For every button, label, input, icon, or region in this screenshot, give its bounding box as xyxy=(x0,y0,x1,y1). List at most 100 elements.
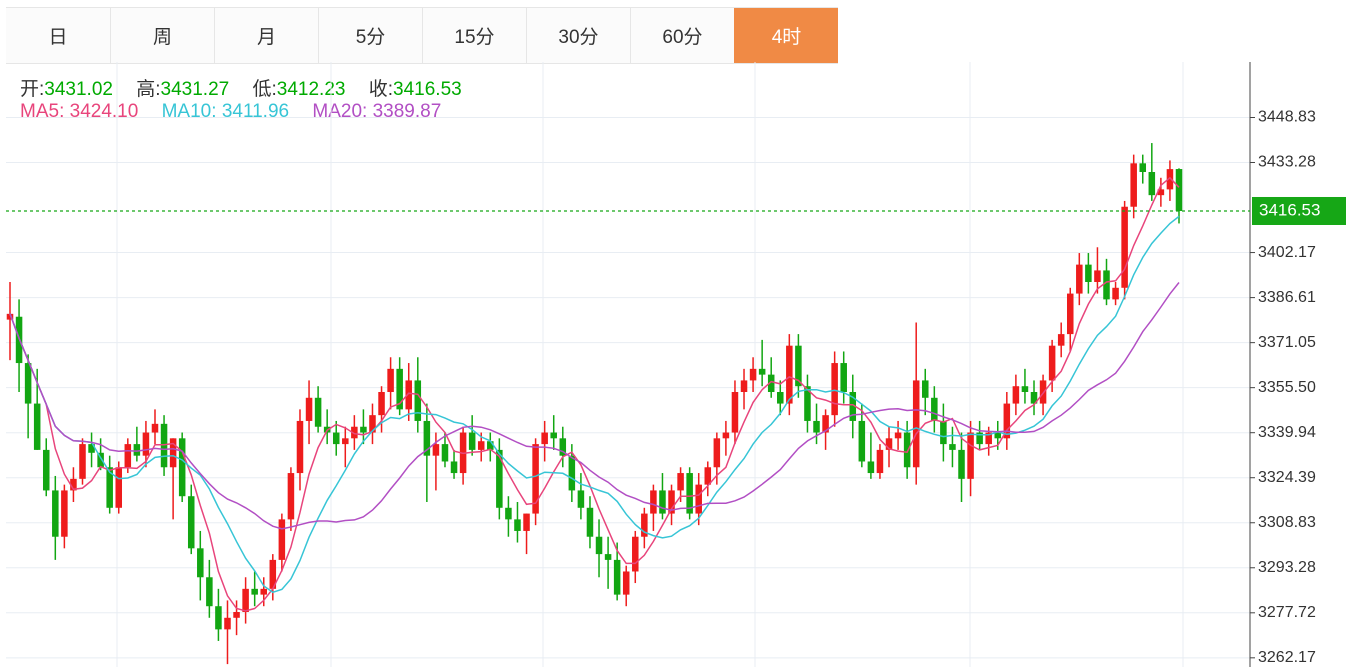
y-tick-label-5: 3371.05 xyxy=(1258,334,1316,351)
candle-body-103 xyxy=(940,420,947,445)
candle-body-10 xyxy=(97,452,104,468)
candle-body-104 xyxy=(949,444,956,450)
tab-7[interactable]: 4时 xyxy=(734,8,838,63)
candle-body-96 xyxy=(876,449,884,474)
candle-body-59 xyxy=(541,432,548,445)
candle-body-80 xyxy=(731,392,739,433)
tab-3[interactable]: 5分 xyxy=(318,8,422,63)
candle-body-15 xyxy=(142,432,150,456)
candle-body-20 xyxy=(187,496,195,549)
candle-body-91 xyxy=(831,363,838,416)
candle-body-76 xyxy=(695,484,702,514)
candle-body-38 xyxy=(351,426,358,439)
y-tick-label-9: 3308.83 xyxy=(1258,514,1316,531)
candle-body-13 xyxy=(124,444,132,468)
candle-body-74 xyxy=(677,473,684,491)
tab-5[interactable]: 30分 xyxy=(526,8,630,63)
current-price-tag xyxy=(1252,196,1346,225)
candle-body-32 xyxy=(296,420,304,474)
candle-body-117 xyxy=(1066,293,1074,335)
candle-body-44 xyxy=(405,380,412,410)
candle-body-82 xyxy=(749,368,757,381)
candle-body-52 xyxy=(477,441,485,450)
tab-2[interactable]: 月 xyxy=(214,8,318,63)
candle-body-67 xyxy=(613,559,621,595)
candle-body-126 xyxy=(1148,172,1156,196)
candle-body-127 xyxy=(1157,189,1165,196)
ma20-line xyxy=(9,282,1180,530)
candle-body-88 xyxy=(804,386,811,421)
y-tick-label-8: 3324.39 xyxy=(1258,469,1316,486)
candle-body-29 xyxy=(269,559,277,589)
candle-body-108 xyxy=(985,432,992,445)
tab-1[interactable]: 周 xyxy=(110,8,214,63)
candle-body-22 xyxy=(206,577,213,607)
candle-body-63 xyxy=(577,490,585,508)
candle-body-99 xyxy=(903,432,911,468)
ma-info: MA5: 3424.10 MA10: 3411.96 MA20: 3389.87 xyxy=(20,101,441,123)
candle-body-43 xyxy=(396,368,403,410)
y-tick-label-7: 3339.94 xyxy=(1258,424,1316,441)
candle-body-116 xyxy=(1057,334,1065,346)
ohlc-info: 开:3431.02 高:3431.27 低:3412.23 收:3416.53 xyxy=(20,74,462,101)
candle-body-41 xyxy=(378,392,385,416)
candle-body-42 xyxy=(387,368,394,392)
candle-body-8 xyxy=(79,444,86,479)
candle-body-31 xyxy=(287,473,295,520)
candle-body-12 xyxy=(115,467,123,508)
candle-body-26 xyxy=(242,588,249,612)
candle-body-95 xyxy=(867,461,875,474)
candle-body-118 xyxy=(1076,264,1083,294)
open-label: 开: xyxy=(20,79,45,100)
candle-body-112 xyxy=(1021,386,1029,392)
high-value: 3431.27 xyxy=(160,79,230,100)
candle-body-128 xyxy=(1166,169,1174,190)
candle-body-92 xyxy=(840,363,847,392)
candle-body-109 xyxy=(994,432,1002,439)
tab-6[interactable]: 60分 xyxy=(630,8,734,63)
candle-body-46 xyxy=(423,420,431,456)
candle-body-73 xyxy=(668,490,675,514)
candle-body-69 xyxy=(632,536,639,572)
timeframe-tabs: 日周月 5分 15分 30分 60分 4时 xyxy=(6,7,838,64)
candle-body-124 xyxy=(1130,163,1137,207)
candle-body-54 xyxy=(496,449,503,508)
candle-body-129 xyxy=(1175,169,1183,211)
candle-body-62 xyxy=(568,455,576,491)
candle-body-58 xyxy=(532,444,539,514)
candle-body-14 xyxy=(133,444,141,456)
candle-body-60 xyxy=(550,432,557,439)
candle-body-0 xyxy=(6,313,14,320)
candle-body-27 xyxy=(251,588,258,595)
candle-body-102 xyxy=(931,397,938,421)
candle-body-17 xyxy=(160,423,168,468)
low-value: 3412.23 xyxy=(276,79,346,100)
candle-body-121 xyxy=(1103,270,1110,300)
ma20-label: MA20: xyxy=(312,101,368,122)
candle-body-78 xyxy=(713,438,721,468)
ma5-label: MA5: xyxy=(20,101,65,122)
tab-4[interactable]: 15分 xyxy=(422,8,526,63)
candle-body-119 xyxy=(1085,264,1092,282)
candle-body-9 xyxy=(88,444,95,453)
tab-0[interactable]: 日 xyxy=(6,8,110,63)
ma5-value: 3424.10 xyxy=(69,101,139,122)
candle-body-16 xyxy=(151,423,159,433)
candle-body-45 xyxy=(414,380,422,421)
candle-body-81 xyxy=(740,380,748,392)
candle-body-23 xyxy=(215,606,222,630)
candle-body-123 xyxy=(1121,206,1128,288)
candle-body-77 xyxy=(704,467,712,485)
candle-body-28 xyxy=(260,588,267,595)
y-tick-label-6: 3355.50 xyxy=(1258,379,1316,396)
candle-body-75 xyxy=(686,473,693,514)
open-value: 3431.02 xyxy=(44,79,113,100)
candle-body-30 xyxy=(278,519,286,560)
candle-body-86 xyxy=(786,345,793,404)
candle-body-115 xyxy=(1048,345,1056,381)
candle-body-68 xyxy=(622,571,630,595)
candle-body-18 xyxy=(169,438,177,468)
candle-body-85 xyxy=(777,392,784,404)
candle-body-2 xyxy=(24,363,32,404)
